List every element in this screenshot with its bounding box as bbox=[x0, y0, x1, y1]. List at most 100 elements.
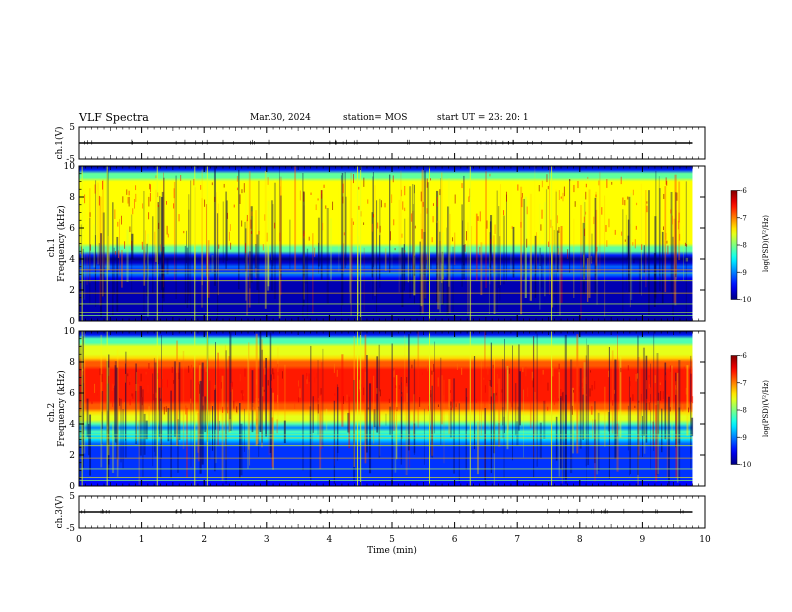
colorbar-tick-label: -6 bbox=[740, 352, 747, 360]
noise-streak bbox=[247, 346, 249, 469]
noise-streak bbox=[349, 200, 351, 293]
speckle bbox=[429, 178, 431, 181]
speckle bbox=[342, 196, 344, 204]
noise-streak bbox=[431, 385, 433, 458]
noise-streak bbox=[579, 368, 582, 449]
noise-streak bbox=[166, 258, 169, 275]
speckle bbox=[546, 174, 548, 183]
speckle bbox=[666, 180, 668, 186]
noise-streak bbox=[533, 336, 535, 478]
speckle bbox=[532, 378, 534, 388]
noise-streak bbox=[225, 191, 227, 269]
noise-streak bbox=[412, 184, 414, 291]
speckle bbox=[456, 363, 458, 371]
y-tick-label: 2 bbox=[69, 286, 75, 296]
speckle bbox=[131, 240, 133, 251]
noise-streak bbox=[271, 417, 274, 467]
speckle bbox=[132, 208, 134, 215]
noise-streak bbox=[373, 409, 376, 428]
speckle bbox=[160, 244, 162, 252]
noise-streak bbox=[120, 249, 123, 288]
speckle bbox=[581, 382, 583, 387]
noise-streak bbox=[441, 232, 445, 280]
y-tick-label: 4 bbox=[69, 420, 75, 430]
noise-streak bbox=[393, 401, 395, 431]
speckle bbox=[627, 365, 629, 371]
noise-streak bbox=[690, 355, 692, 469]
speckle bbox=[173, 188, 175, 199]
speckle bbox=[250, 231, 252, 234]
speckle bbox=[129, 374, 131, 378]
noise-streak bbox=[225, 200, 228, 261]
noise-streak bbox=[604, 195, 606, 317]
colorbar-tick-label: -8 bbox=[740, 407, 747, 415]
speckle bbox=[431, 237, 433, 243]
speckle bbox=[200, 185, 202, 190]
noise-streak bbox=[345, 196, 347, 266]
noise-streak bbox=[136, 372, 138, 442]
speckle bbox=[124, 241, 126, 249]
speckle bbox=[89, 212, 91, 217]
speckle bbox=[578, 386, 580, 392]
noise-streak bbox=[429, 258, 432, 269]
noise-streak bbox=[640, 183, 642, 280]
speckle bbox=[262, 244, 264, 251]
noise-streak bbox=[268, 377, 270, 456]
noise-streak bbox=[244, 408, 245, 452]
noise-streak bbox=[419, 241, 421, 316]
noise-streak bbox=[420, 213, 423, 307]
noise-streak bbox=[341, 354, 344, 427]
noise-streak bbox=[261, 339, 263, 448]
speckle bbox=[428, 405, 430, 411]
noise-streak bbox=[675, 404, 678, 447]
noise-streak bbox=[629, 223, 631, 308]
noise-streak bbox=[312, 400, 314, 451]
y-axis-label: ch.1(V) bbox=[54, 127, 65, 160]
speckle bbox=[211, 182, 213, 186]
speckle bbox=[379, 389, 381, 397]
speckle bbox=[494, 224, 496, 234]
speckle bbox=[373, 213, 375, 218]
speckle bbox=[402, 201, 404, 210]
speckle bbox=[120, 215, 122, 225]
colorbar-tick-label: -9 bbox=[740, 434, 747, 442]
x-tick-label: 10 bbox=[699, 535, 711, 545]
speckle bbox=[165, 200, 167, 205]
noise-streak bbox=[561, 421, 563, 484]
noise-streak bbox=[170, 390, 172, 479]
speckle bbox=[314, 247, 316, 257]
noise-streak bbox=[412, 204, 414, 285]
noise-streak bbox=[674, 192, 677, 278]
noise-streak bbox=[86, 398, 89, 437]
noise-streak bbox=[580, 204, 582, 319]
noise-streak bbox=[280, 195, 282, 281]
speckle bbox=[406, 393, 408, 403]
noise-streak bbox=[401, 247, 404, 308]
speckle bbox=[669, 407, 671, 412]
x-tick-label: 4 bbox=[327, 535, 333, 545]
noise-streak bbox=[155, 189, 157, 262]
noise-streak bbox=[440, 357, 442, 445]
speckle bbox=[131, 393, 133, 397]
speckle bbox=[650, 387, 652, 395]
speckle bbox=[205, 368, 207, 372]
noise-streak bbox=[248, 171, 251, 308]
speckle bbox=[558, 190, 560, 201]
speckle bbox=[492, 364, 494, 369]
noise-streak bbox=[439, 240, 441, 280]
speckle bbox=[367, 199, 369, 204]
noise-streak bbox=[225, 420, 227, 461]
speckle bbox=[155, 175, 157, 179]
noise-streak bbox=[258, 406, 260, 457]
speckle bbox=[82, 369, 84, 376]
noise-streak bbox=[153, 357, 155, 452]
speckle bbox=[167, 233, 169, 238]
speckle bbox=[244, 368, 246, 377]
speckle bbox=[267, 177, 269, 185]
noise-streak bbox=[492, 235, 495, 273]
noise-streak bbox=[493, 393, 496, 454]
noise-streak bbox=[413, 394, 415, 436]
speckle bbox=[333, 363, 335, 373]
speckle bbox=[148, 362, 150, 369]
noise-streak bbox=[549, 167, 550, 295]
